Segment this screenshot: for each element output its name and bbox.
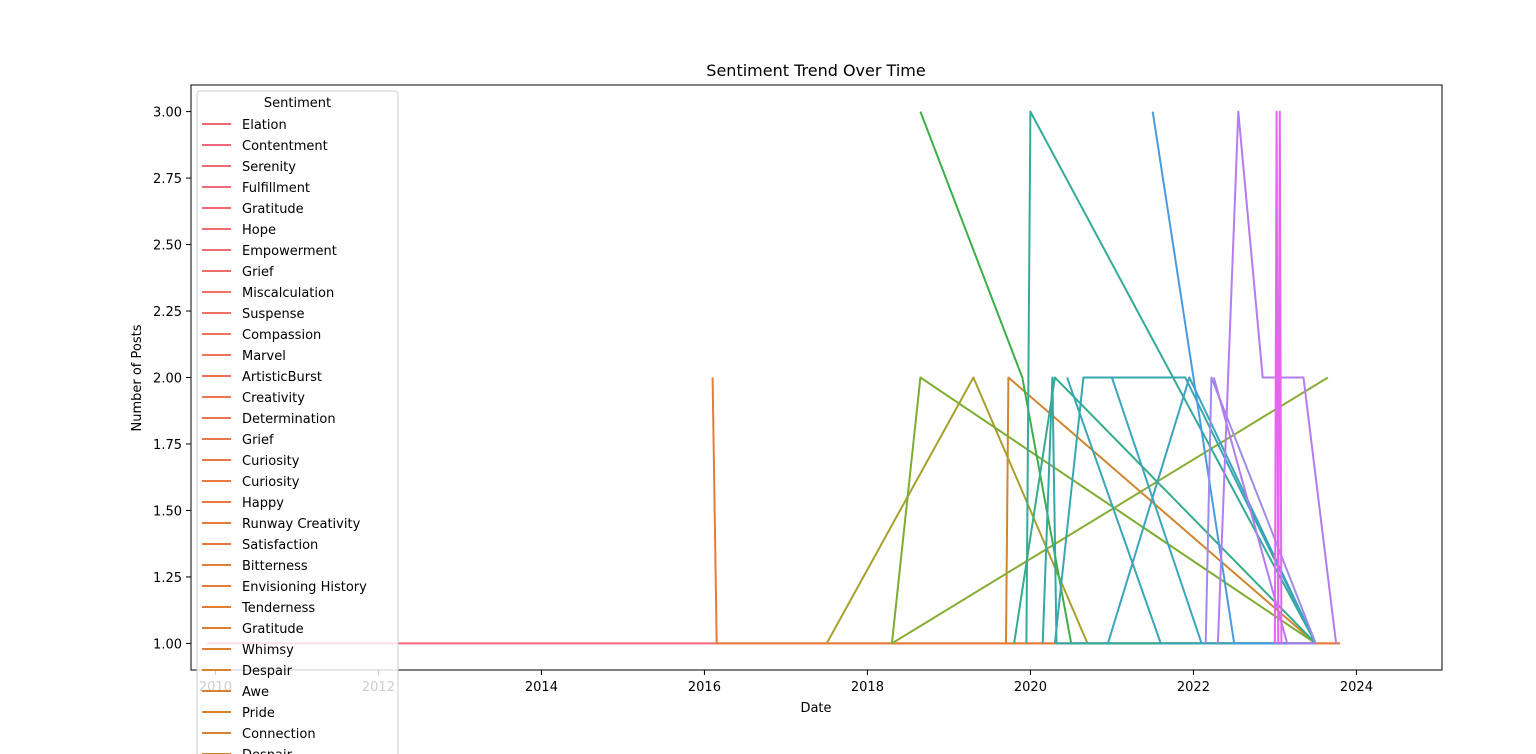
y-tick-label: 1.50: [153, 504, 182, 519]
legend-entry: Envisioning History: [242, 580, 367, 595]
legend-title: Sentiment: [264, 96, 331, 111]
legend-entry: Whimsy: [242, 643, 294, 658]
series-line: [1005, 376, 1317, 645]
x-tick-label: 2020: [1014, 680, 1047, 695]
legend-entry: Serenity: [242, 160, 296, 175]
legend-entry: Bitterness: [242, 559, 308, 574]
series-line: [1106, 376, 1317, 644]
y-tick-label: 1.00: [153, 637, 182, 652]
y-axis: 1.00 1.25 1.50 1.75 2.00 2.25 2.50 2.75 3.00: [153, 106, 191, 652]
x-tick-label: 2016: [688, 680, 721, 695]
legend-entry: Creativity: [242, 391, 305, 406]
legend-entry: Awe: [242, 685, 269, 700]
y-tick-label: 3.00: [153, 106, 182, 121]
legend-entry: Despair: [242, 664, 293, 679]
x-tick-label: 2018: [851, 680, 884, 695]
legend-entry: Connection: [242, 727, 316, 742]
chart-title: Sentiment Trend Over Time: [706, 61, 925, 80]
legend-entry: Miscalculation: [242, 286, 334, 301]
legend-entry: Elation: [242, 118, 287, 133]
legend-entry: Compassion: [242, 328, 321, 343]
legend-entry: Curiosity: [242, 454, 300, 469]
legend-entry: Satisfaction: [242, 538, 318, 553]
x-tick-label: 2022: [1177, 680, 1210, 695]
legend-entry: Gratitude: [242, 202, 304, 217]
series-line: [1216, 110, 1338, 644]
legend-entry: Determination: [242, 412, 336, 427]
legend-entry: Curiosity: [242, 475, 300, 490]
legend-entry: Happy: [242, 496, 284, 511]
legend: Sentiment Elation Contentment Serenity Fulfi…: [196, 90, 399, 754]
y-tick-label: 2.75: [153, 172, 182, 187]
legend-entry: Suspense: [242, 307, 305, 322]
x-tick-label: 2024: [1340, 680, 1373, 695]
y-tick-label: 1.25: [153, 571, 182, 586]
legend-entry: Marvel: [242, 349, 286, 364]
legend-entry: ArtisticBurst: [242, 370, 322, 385]
y-tick-label: 1.75: [153, 438, 182, 453]
legend-entry: Fulfillment: [242, 181, 310, 196]
series-lines: [207, 110, 1341, 645]
y-tick-label: 2.50: [153, 239, 182, 254]
legend-entry: Gratitude: [242, 622, 304, 637]
legend-entry: Grief: [242, 265, 274, 280]
series-line: [1025, 110, 1317, 644]
x-tick-label: 2014: [525, 680, 558, 695]
legend-entry: Contentment: [242, 139, 328, 154]
series-line: [891, 376, 1329, 645]
series-line: [1212, 377, 1316, 645]
legend-entry: Hope: [242, 223, 276, 238]
legend-box: [196, 90, 399, 754]
series-line: [1273, 110, 1284, 645]
legend-entry: Empowerment: [242, 244, 337, 259]
legend-entry: Despair: [242, 748, 293, 754]
legend-entry: Tenderness: [241, 601, 315, 616]
legend-entry: Runway Creativity: [242, 517, 361, 532]
y-axis-title: Number of Posts: [130, 324, 145, 431]
series-line: [890, 376, 1317, 645]
y-tick-label: 2.25: [153, 305, 182, 320]
legend-entry: Grief: [242, 433, 274, 448]
series-line: [825, 376, 1316, 645]
x-axis-title: Date: [800, 701, 831, 716]
y-tick-label: 2.00: [153, 372, 182, 387]
legend-entry: Pride: [242, 706, 275, 721]
